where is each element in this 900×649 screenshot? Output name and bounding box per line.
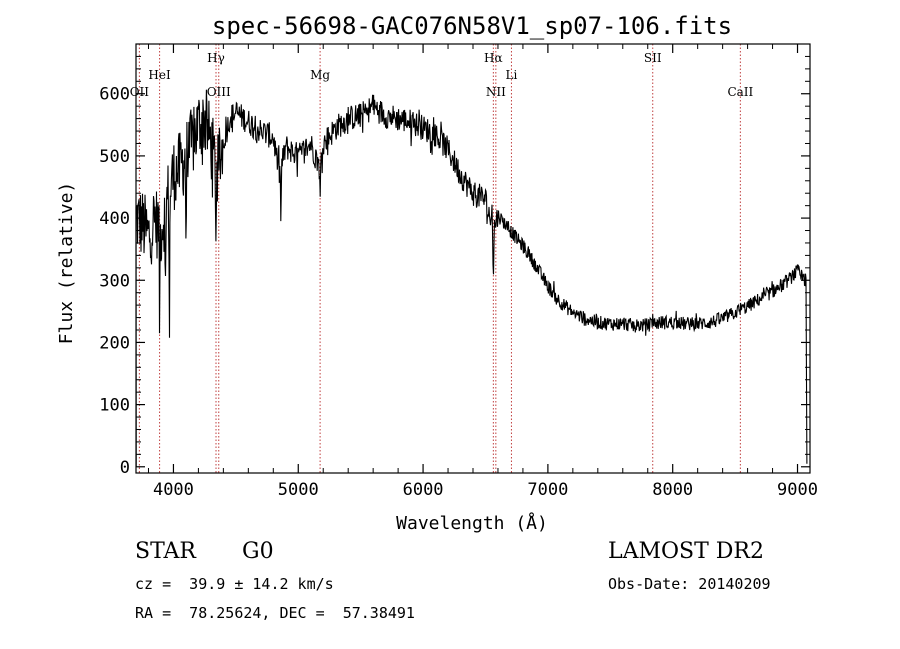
line-marker-label-2: Hγ bbox=[207, 51, 225, 65]
x-tick-label-5: 9000 bbox=[777, 480, 818, 500]
line-marker-label-6: NII bbox=[486, 85, 506, 99]
x-tick-label-4: 8000 bbox=[652, 480, 693, 500]
line-marker-label-1: HeI bbox=[148, 68, 171, 82]
x-tick-label-3: 7000 bbox=[527, 480, 568, 500]
spectral-subclass: G0 bbox=[242, 539, 274, 564]
observation-date: Obs-Date: 20140209 bbox=[608, 575, 771, 593]
y-tick-label-2: 200 bbox=[99, 333, 130, 353]
line-marker-label-3: OIII bbox=[207, 85, 231, 99]
x-tick-label-0: 4000 bbox=[153, 480, 194, 500]
y-tick-label-6: 600 bbox=[99, 85, 130, 105]
line-marker-label-0: OII bbox=[130, 85, 150, 99]
y-tick-label-4: 400 bbox=[99, 209, 130, 229]
line-marker-label-9: CaII bbox=[727, 85, 753, 99]
coordinates-readout: RA = 78.25624, DEC = 57.38491 bbox=[135, 604, 415, 622]
survey-name: LAMOST DR2 bbox=[608, 539, 764, 564]
object-class: STAR bbox=[135, 539, 196, 564]
line-marker-label-4: Mg bbox=[310, 68, 330, 82]
line-marker-label-8: SII bbox=[644, 51, 662, 65]
x-tick-label-1: 5000 bbox=[278, 480, 319, 500]
axis-ticks bbox=[136, 44, 810, 473]
x-tick-labels: 4000 5000 6000 7000 8000 9000 bbox=[153, 480, 818, 500]
chart-title: spec-56698-GAC076N58V1_sp07-106.fits bbox=[212, 12, 732, 40]
y-tick-labels: 0 100 200 300 400 500 600 bbox=[99, 85, 130, 478]
y-tick-label-1: 100 bbox=[99, 396, 130, 416]
y-tick-label-0: 0 bbox=[120, 458, 130, 478]
y-axis-label: Flux (relative) bbox=[56, 182, 77, 345]
spectrum-series bbox=[135, 89, 808, 467]
line-marker-label-5: Hα bbox=[484, 51, 503, 65]
line-markers bbox=[138, 44, 741, 473]
line-marker-label-7: Li bbox=[506, 68, 518, 82]
spectrum-line bbox=[135, 89, 808, 467]
y-tick-label-5: 500 bbox=[99, 147, 130, 167]
redshift-readout: cz = 39.9 ± 14.2 km/s bbox=[135, 575, 334, 593]
y-tick-label-3: 300 bbox=[99, 271, 130, 291]
x-axis-label: Wavelength (Å) bbox=[396, 512, 548, 534]
x-tick-label-2: 6000 bbox=[403, 480, 444, 500]
